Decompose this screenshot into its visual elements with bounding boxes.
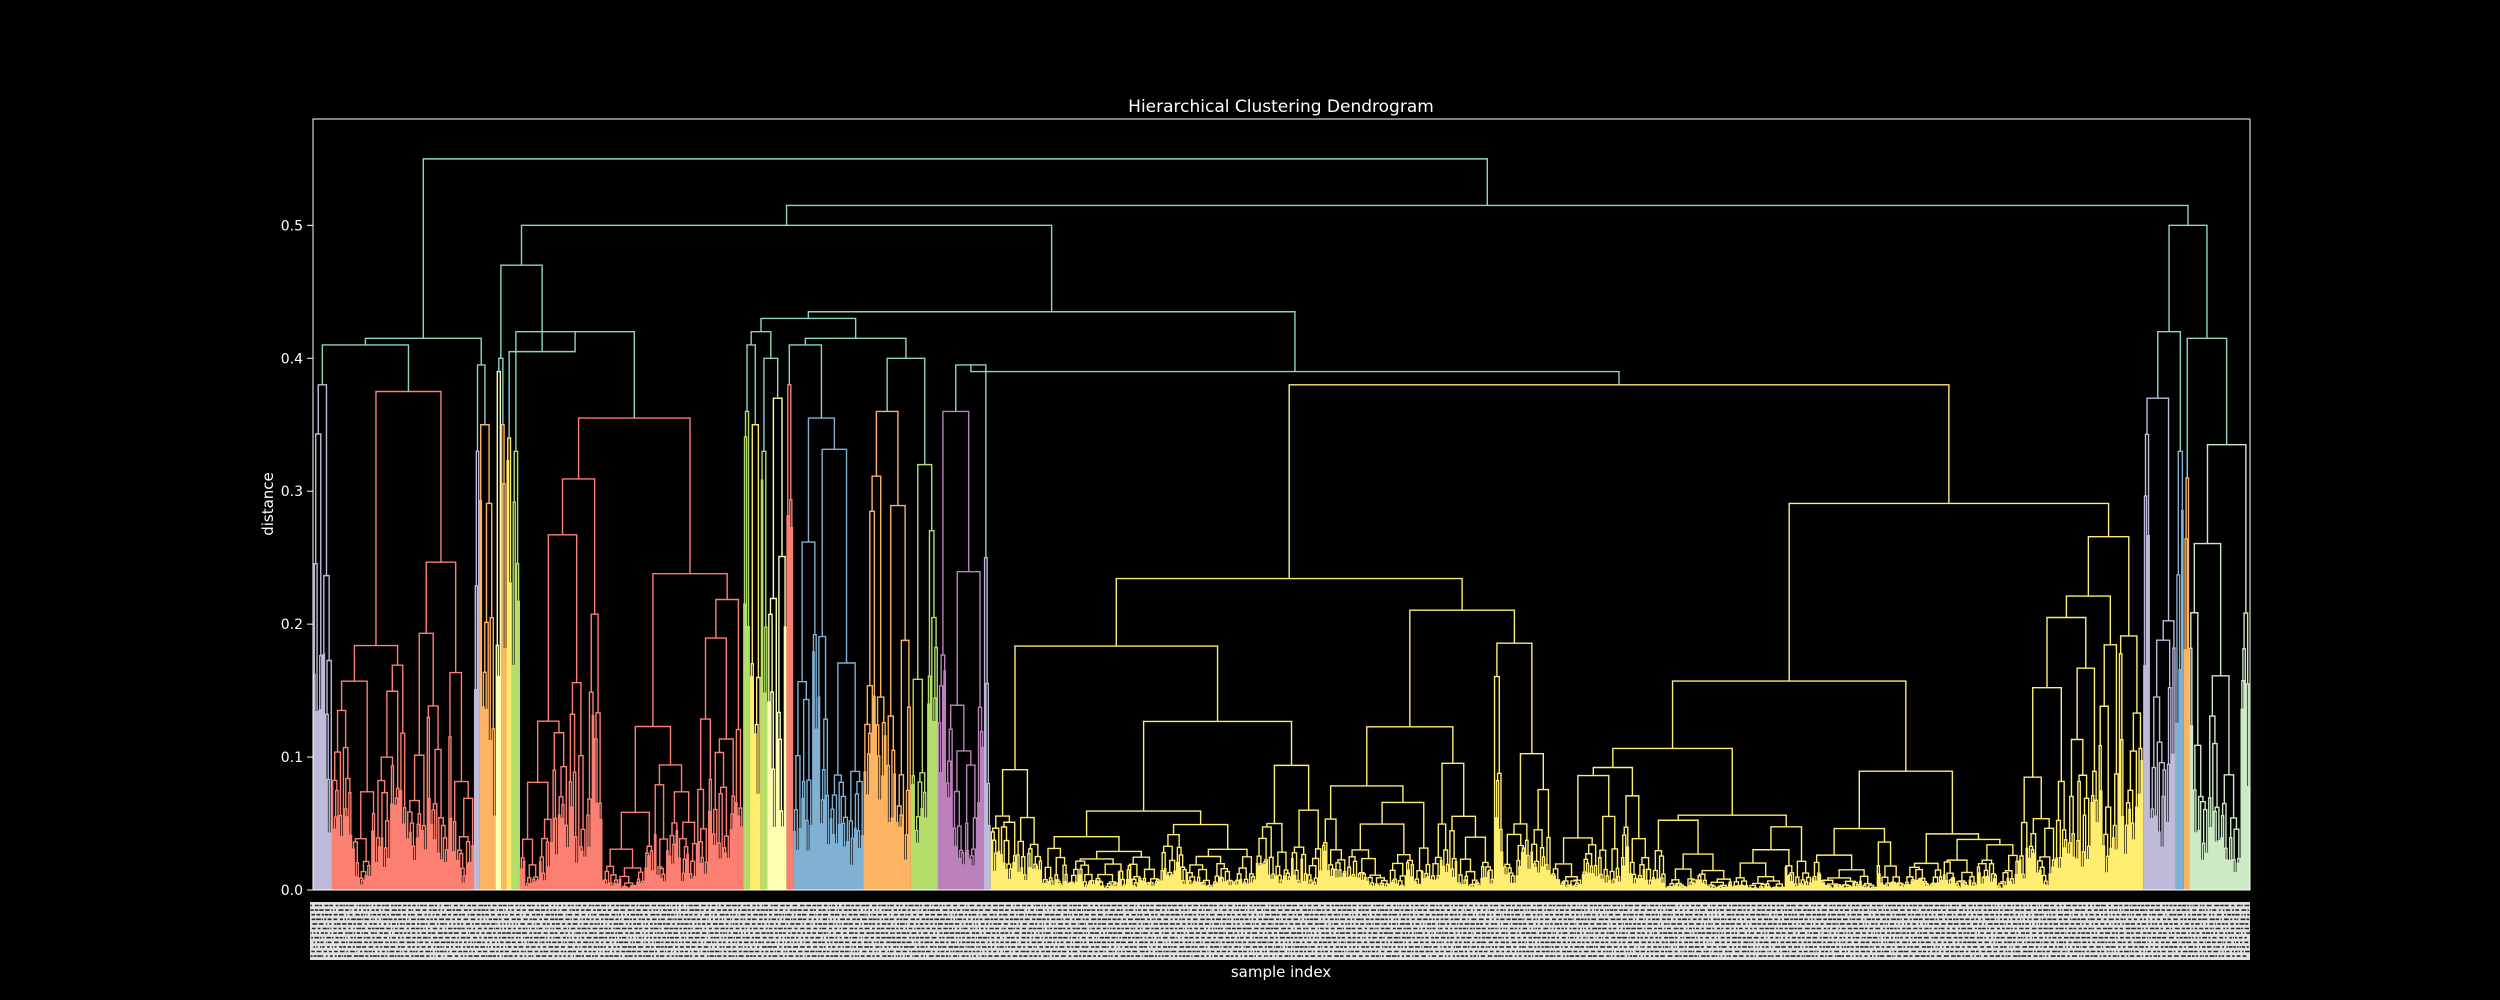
y-tick-label-3: 0.3 bbox=[281, 484, 303, 500]
x-axis-label: sample index bbox=[1231, 963, 1331, 981]
leaf-labels-block bbox=[310, 902, 2250, 960]
y-tick-label-2: 0.2 bbox=[281, 617, 303, 633]
cluster-links-1 bbox=[312, 384, 332, 890]
cluster-links-16 bbox=[863, 410, 911, 890]
y-tick-label-5: 0.5 bbox=[281, 218, 303, 234]
cluster-links-2 bbox=[331, 390, 474, 890]
y-axis: 0.0 0.1 0.2 0.3 0.4 0.5 bbox=[281, 218, 313, 899]
cluster-links-4 bbox=[479, 424, 496, 890]
cluster-links-10 bbox=[743, 410, 750, 890]
cluster-links-8 bbox=[511, 450, 520, 890]
leaf-label-strip bbox=[310, 902, 2251, 960]
chart-title: Hierarchical Clustering Dendrogram bbox=[1128, 97, 1434, 117]
y-axis-label: distance bbox=[259, 472, 277, 536]
cluster-links-19 bbox=[983, 556, 991, 890]
cluster-links-24 bbox=[2189, 443, 2251, 890]
y-tick-label-0: 0.0 bbox=[281, 883, 303, 899]
cluster-links-7 bbox=[506, 437, 512, 890]
cluster-links-11 bbox=[749, 424, 761, 890]
y-tick-label-1: 0.1 bbox=[281, 750, 303, 766]
cluster-links-17 bbox=[910, 463, 938, 890]
cluster-links-13 bbox=[767, 397, 787, 890]
leaf-labels-texture bbox=[310, 904, 2251, 957]
cluster-links-15 bbox=[793, 417, 864, 890]
cluster-links-9 bbox=[519, 417, 744, 890]
cluster-links-14 bbox=[786, 384, 794, 890]
y-tick-label-4: 0.4 bbox=[281, 351, 303, 367]
cluster-links-22 bbox=[2175, 450, 2184, 890]
cluster-links-21 bbox=[2143, 397, 2176, 890]
cluster-links-6 bbox=[501, 424, 507, 890]
cluster-links-18 bbox=[937, 410, 984, 890]
plot-frame bbox=[312, 118, 2251, 891]
cluster-links-12 bbox=[760, 450, 768, 890]
upper-links bbox=[321, 158, 2228, 558]
cluster-links-23 bbox=[2183, 477, 2190, 890]
dendrogram-links bbox=[312, 158, 2251, 890]
cluster-links-20 bbox=[990, 384, 2144, 890]
